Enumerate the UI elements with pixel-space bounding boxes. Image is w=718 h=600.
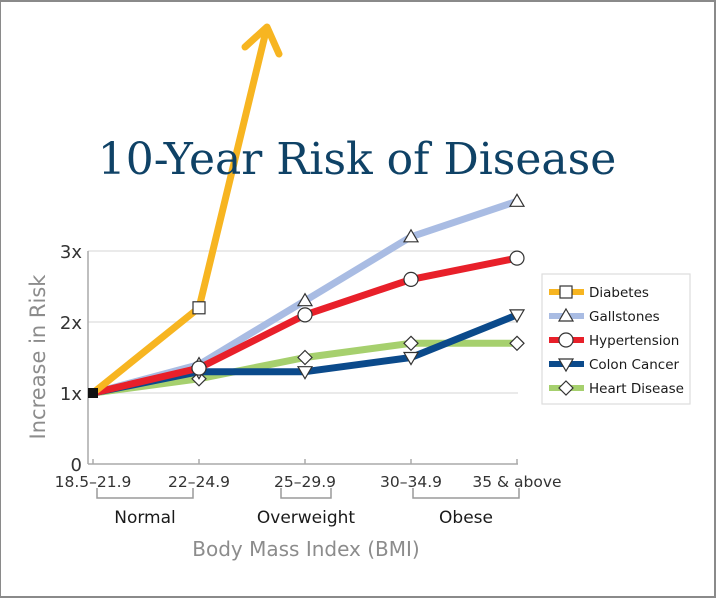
x-axis-label: Body Mass Index (BMI) [192, 537, 419, 561]
y-tick-label: 0 [71, 455, 82, 476]
legend-label: Gallstones [589, 309, 660, 325]
diamond-marker [403, 335, 419, 352]
diamond-marker [558, 380, 574, 396]
diamond-marker [509, 335, 525, 352]
y-axis-label: Increase in Risk [26, 274, 50, 440]
x-tick-label: 30–34.9 [380, 473, 442, 491]
triangle-down-marker [557, 358, 575, 373]
triangle-up-marker [296, 292, 314, 307]
circle-marker [403, 271, 419, 287]
arrow-head-icon [241, 23, 283, 58]
chart-title: 10-Year Risk of Disease [98, 134, 617, 185]
circle-marker [509, 250, 525, 266]
circle-marker [297, 307, 313, 323]
y-tick-label: 1x [60, 384, 82, 405]
y-tick-label: 3x [60, 242, 82, 263]
diamond-marker [297, 349, 313, 366]
triangle-down-marker [508, 309, 526, 324]
group-bracket [96, 488, 194, 499]
triangle-up-marker [508, 193, 526, 207]
series-lines [90, 23, 519, 397]
square-marker [559, 285, 573, 299]
triangle-up-marker [402, 228, 420, 243]
triangle-up-marker [557, 307, 575, 322]
group-label: Obese [439, 508, 493, 528]
circle-marker [558, 332, 574, 348]
group-label: Normal [114, 508, 176, 528]
group-bracket [412, 488, 520, 499]
axes: 0 1x 2x 3x 18.5–21.9 22–24.9 25–29.9 30–34.9 35 … [55, 242, 562, 528]
x-tick-label: 18.5–21.9 [55, 473, 132, 491]
series-markers [88, 193, 526, 398]
triangle-down-marker [402, 351, 420, 366]
square-marker [192, 301, 206, 315]
x-tick-label: 22–24.9 [168, 473, 230, 491]
group-bracket [280, 488, 332, 499]
legend-label: Colon Cancer [589, 357, 680, 373]
group-label: Overweight [257, 508, 356, 528]
origin-marker [88, 388, 98, 398]
legend-label: Heart Disease [589, 381, 684, 397]
legend-label: Diabetes [589, 285, 649, 301]
x-tick-label: 25–29.9 [274, 473, 336, 491]
circle-marker [191, 360, 207, 376]
y-tick-label: 2x [60, 313, 82, 334]
triangle-down-marker [296, 366, 314, 380]
legend-label: Hypertension [589, 333, 679, 349]
legend: Diabetes Gallstones Hypertension Colon Canc… [541, 273, 691, 405]
x-tick-label: 35 & above [472, 473, 561, 491]
